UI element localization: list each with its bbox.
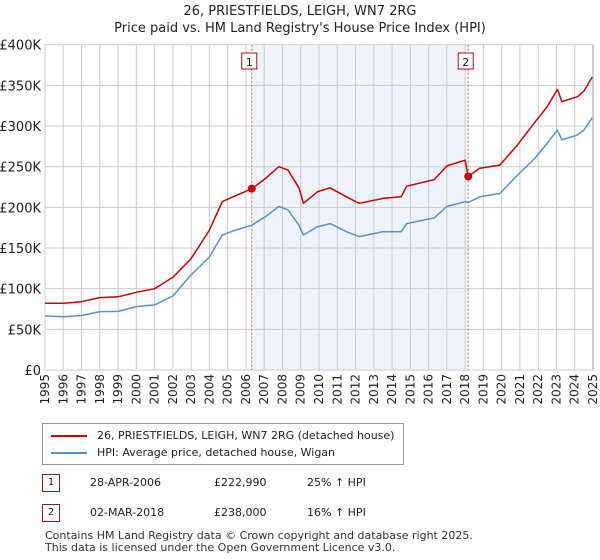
footer-licence: This data is licensed under the Open Gov… (45, 541, 396, 554)
x-tick-label: 1998 (93, 374, 107, 405)
x-tick-label: 2015 (403, 374, 417, 405)
x-tick-label: 1995 (38, 374, 52, 405)
x-tick-label: 2014 (385, 374, 399, 405)
y-tick-label: £350K (0, 79, 41, 94)
annotation-box-2 (457, 52, 474, 70)
y-tick-label: £300K (0, 120, 41, 135)
sale-point-2 (464, 172, 473, 181)
x-tick-label: 2005 (221, 374, 235, 405)
legend-label-property: 26, PRIESTFIELDS, LEIGH, WN7 2RG (detach… (97, 429, 395, 442)
legend-swatch-property (51, 434, 87, 437)
y-tick-label: £50K (8, 323, 42, 338)
y-tick-label: £400K (0, 39, 41, 54)
annotation-label-2: 2 (462, 56, 469, 69)
x-tick-label: 2002 (166, 374, 180, 405)
x-tick-label: 1997 (75, 374, 89, 405)
x-tick-label: 2020 (495, 374, 509, 405)
y-tick-label: £150K (0, 242, 41, 257)
x-tick-label: 2023 (549, 374, 563, 405)
x-tick-label: 2012 (349, 374, 363, 405)
price-chart: £0 £50K £100K £150K £200K £250K £300K £350K £400… (0, 39, 600, 405)
x-tick-label: 2025 (586, 374, 600, 405)
sale-marker-1: 1 (42, 474, 60, 492)
x-tick-label: 2022 (531, 374, 545, 405)
series-line-hpi (44, 117, 593, 318)
chart-subtitle: Price paid vs. HM Land Registry's House … (114, 21, 486, 36)
sale-hpi-diff: 25% ↑ HPI (307, 476, 366, 489)
legend-item-property: 26, PRIESTFIELDS, LEIGH, WN7 2RG (detach… (51, 429, 394, 442)
y-tick-label: £250K (0, 161, 41, 176)
legend-item-hpi: HPI: Average price, detached house, Wiga… (51, 446, 335, 459)
chart-title: 26, PRIESTFIELDS, LEIGH, WN7 2RG (183, 4, 417, 19)
annotation-label-1: 1 (246, 56, 253, 69)
sale-date: 02-MAR-2018 (90, 506, 165, 519)
sale-marker-2: 2 (42, 504, 60, 522)
y-tick-label: £0 (24, 364, 41, 379)
series-line-property (45, 76, 593, 305)
x-tick-label: 2017 (440, 374, 454, 405)
x-tick-label: 2010 (312, 374, 326, 405)
x-tick-label: 1996 (56, 374, 70, 405)
sale-price: £238,000 (214, 506, 267, 519)
x-tick-label: 2006 (239, 374, 253, 405)
legend-label-hpi: HPI: Average price, detached house, Wiga… (97, 446, 336, 459)
footer: Contains HM Land Registry data © Crown c… (45, 530, 473, 554)
legend: 26, PRIESTFIELDS, LEIGH, WN7 2RG (detach… (42, 423, 404, 465)
x-tick-label: 1999 (111, 374, 125, 405)
x-tick-label: 2008 (275, 374, 289, 405)
x-tick-label: 2000 (129, 374, 143, 405)
y-tick-label: £100K (0, 283, 41, 298)
x-tick-label: 2013 (367, 374, 381, 405)
x-tick-label: 2024 (568, 374, 582, 405)
sale-date: 28-APR-2006 (90, 476, 162, 489)
x-tick-label: 2011 (330, 374, 344, 405)
x-tick-label: 2007 (257, 374, 271, 405)
footer-copyright: Contains HM Land Registry data © Crown c… (45, 529, 473, 542)
sale-hpi-diff: 16% ↑ HPI (307, 506, 366, 519)
x-tick-label: 2016 (422, 374, 436, 405)
x-tick-label: 2018 (458, 374, 472, 405)
sale-price: £222,990 (214, 476, 267, 489)
x-tick-label: 2021 (513, 374, 527, 405)
x-tick-label: 2019 (476, 374, 490, 405)
y-tick-label: £200K (0, 201, 41, 216)
x-tick-label: 2001 (148, 374, 162, 405)
x-tick-label: 2003 (184, 374, 198, 405)
sale-point-1 (247, 184, 256, 193)
annotation-box-1 (241, 52, 258, 70)
legend-swatch-hpi (51, 451, 87, 454)
x-tick-label: 2004 (202, 374, 216, 405)
x-tick-label: 2009 (294, 374, 308, 405)
